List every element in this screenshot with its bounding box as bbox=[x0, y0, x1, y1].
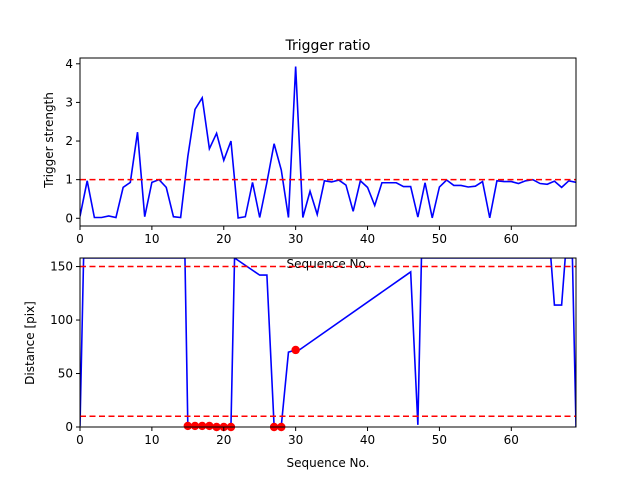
y-tick-label: 2 bbox=[65, 134, 73, 148]
x-tick-label: 50 bbox=[432, 232, 447, 246]
top-axes: Trigger ratio Trigger strength Sequence … bbox=[42, 38, 577, 271]
x-tick-label: 20 bbox=[216, 433, 231, 447]
data-point bbox=[190, 421, 200, 431]
bottom-y-axis-label: Distance [pix] bbox=[23, 301, 37, 385]
x-tick-label: 40 bbox=[360, 433, 375, 447]
top-y-axis-label: Trigger strength bbox=[42, 92, 56, 189]
y-tick-label: 100 bbox=[50, 313, 73, 327]
x-tick-label: 10 bbox=[144, 433, 159, 447]
data-point bbox=[183, 421, 193, 431]
axes-frame bbox=[79, 57, 577, 227]
x-tick-label: 40 bbox=[360, 232, 375, 246]
x-tick-label: 30 bbox=[288, 232, 303, 246]
x-tick-label: 10 bbox=[144, 232, 159, 246]
x-tick-label: 50 bbox=[432, 433, 447, 447]
x-tick-label: 60 bbox=[504, 232, 519, 246]
y-tick-label: 0 bbox=[65, 420, 73, 434]
y-tick-label: 4 bbox=[65, 57, 73, 71]
data-point bbox=[198, 421, 207, 431]
x-tick-label: 60 bbox=[504, 433, 519, 447]
series-line bbox=[80, 258, 576, 427]
top-x-axis-label: Sequence No. bbox=[287, 257, 370, 271]
data-point bbox=[205, 421, 214, 431]
x-tick-label: 0 bbox=[76, 232, 84, 246]
top-chart-title: Trigger ratio bbox=[284, 38, 370, 54]
axes-frame bbox=[79, 257, 577, 428]
y-tick-label: 0 bbox=[65, 211, 73, 225]
bottom-axes: Distance [pix] Sequence No. 0 10 20 30 40 50 6… bbox=[23, 257, 577, 470]
x-tick-label: 30 bbox=[288, 433, 303, 447]
bottom-x-axis-label: Sequence No. bbox=[287, 456, 370, 470]
data-point bbox=[291, 345, 300, 355]
series-line bbox=[80, 66, 576, 219]
x-tick-label: 20 bbox=[216, 232, 231, 246]
x-tick-label: 0 bbox=[76, 433, 84, 447]
y-tick-label: 50 bbox=[58, 367, 73, 381]
y-tick-label: 3 bbox=[65, 95, 73, 109]
y-tick-label: 150 bbox=[50, 260, 73, 274]
y-tick-label: 1 bbox=[65, 173, 73, 187]
